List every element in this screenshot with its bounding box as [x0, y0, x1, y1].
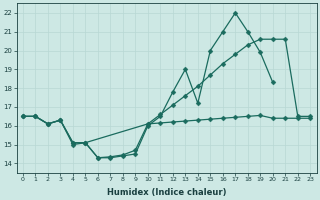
- X-axis label: Humidex (Indice chaleur): Humidex (Indice chaleur): [107, 188, 226, 197]
